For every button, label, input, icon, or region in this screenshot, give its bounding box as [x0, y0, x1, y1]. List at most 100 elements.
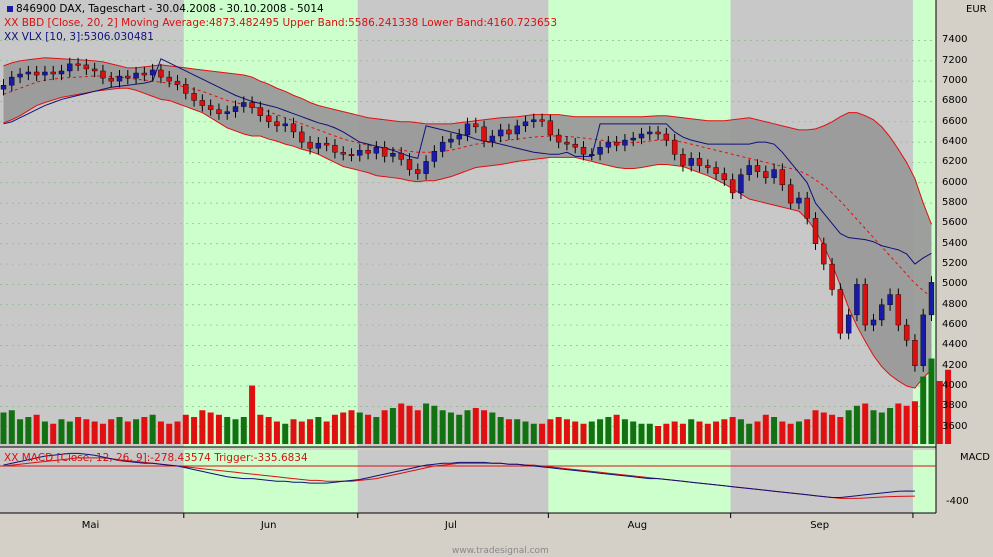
volume-bar	[472, 408, 479, 444]
candle-body	[158, 69, 164, 78]
month-band-price	[548, 0, 731, 447]
volume-bar	[464, 410, 471, 444]
y-tick-label: 7200	[942, 54, 968, 66]
candle-body	[456, 134, 462, 140]
candle-body	[622, 139, 628, 146]
volume-bar	[207, 412, 214, 444]
candle-body	[257, 107, 264, 116]
chart-title: 846900 DAX, Tageschart - 30.04.2008 - 30…	[6, 3, 324, 15]
volume-bar	[108, 419, 115, 444]
y-tick-label: 6800	[942, 95, 968, 107]
volume-bar	[613, 414, 620, 444]
volume-bar	[431, 405, 438, 444]
candle-body	[489, 135, 496, 142]
volume-bar	[240, 417, 247, 444]
month-band-macd	[357, 450, 549, 513]
lower-band-line	[3, 87, 932, 389]
candle-body	[771, 169, 777, 178]
volume-bar	[489, 412, 496, 444]
y-tick-label: 5000	[942, 278, 968, 290]
candle-body	[365, 150, 371, 154]
volume-bar	[348, 410, 355, 444]
volume-bar	[249, 385, 256, 444]
macd-line	[3, 452, 915, 498]
candle-body	[705, 165, 711, 168]
candle-body	[398, 153, 404, 160]
macd-legend: XX MACD [Close, 12, 26, 9]:-278.43574 Tr…	[4, 452, 308, 464]
volume-bar	[41, 421, 48, 444]
volume-bar	[779, 421, 786, 444]
candle-body	[149, 69, 156, 76]
volume-bar	[182, 414, 189, 444]
currency-label: EUR	[966, 4, 987, 15]
y-tick-label: 3600	[942, 420, 968, 432]
volume-bar	[713, 421, 720, 444]
candle-body	[42, 71, 48, 76]
candle-body	[415, 169, 421, 174]
volume-bar	[746, 423, 753, 444]
candle-body	[373, 146, 380, 154]
candle-body	[862, 284, 868, 326]
candle-body	[67, 63, 73, 72]
month-band-price	[357, 0, 549, 447]
volume-bar	[224, 417, 231, 444]
volume-bar	[75, 417, 82, 444]
volume-bar	[787, 423, 794, 444]
y-tick-label: 5400	[942, 237, 968, 249]
volume-bar	[8, 410, 15, 444]
candle-body	[729, 179, 736, 194]
volume-bar	[273, 421, 280, 444]
candle-body	[141, 72, 148, 76]
candle-body	[58, 70, 65, 75]
volume-bar	[265, 417, 272, 444]
volume-bar	[588, 421, 595, 444]
volume-bar	[323, 421, 330, 444]
y-tick-label: 6000	[942, 176, 968, 188]
volume-bar	[547, 419, 554, 444]
candle-body	[779, 169, 786, 186]
volume-bar	[481, 410, 488, 444]
candle-body	[812, 218, 819, 244]
candle-body	[613, 141, 620, 146]
candle-body	[796, 197, 802, 204]
candle-body	[845, 314, 852, 334]
y-tick-label: 4400	[942, 339, 968, 351]
candle-body	[448, 138, 454, 143]
candle-body	[680, 154, 686, 166]
candle-body	[605, 141, 612, 148]
volume-bar	[911, 401, 918, 444]
candle-body	[663, 133, 670, 141]
volume-bar	[630, 421, 637, 444]
candle-body	[340, 152, 346, 155]
volume-bar	[679, 423, 686, 444]
candle-body	[589, 154, 595, 157]
volume-bar	[621, 419, 628, 444]
candle-body	[406, 159, 413, 170]
candle-body	[332, 144, 338, 153]
candle-body	[763, 171, 769, 178]
candle-body	[191, 93, 197, 101]
month-band-macd	[0, 450, 184, 513]
volume-bar	[356, 412, 363, 444]
volume-bar	[91, 421, 98, 444]
volume-bar	[539, 423, 546, 444]
volume-bar	[704, 423, 711, 444]
candle-body	[307, 141, 313, 149]
volume-bar	[580, 423, 587, 444]
candle-body	[323, 142, 330, 146]
candle-body	[33, 71, 40, 76]
volume-bar	[58, 419, 65, 444]
volume-bar	[688, 419, 695, 444]
volume-bar	[820, 412, 827, 444]
volume-bar	[945, 369, 952, 444]
month-band-macd	[730, 450, 913, 513]
candle-body	[506, 129, 512, 135]
bollinger-band-area	[3, 57, 932, 389]
volume-bar	[340, 412, 347, 444]
candle-body	[514, 125, 520, 135]
candle-body	[216, 109, 222, 114]
volume-bar	[663, 423, 670, 444]
candle-body	[630, 137, 636, 141]
volume-bar	[33, 414, 40, 444]
volume-bar	[497, 417, 504, 444]
